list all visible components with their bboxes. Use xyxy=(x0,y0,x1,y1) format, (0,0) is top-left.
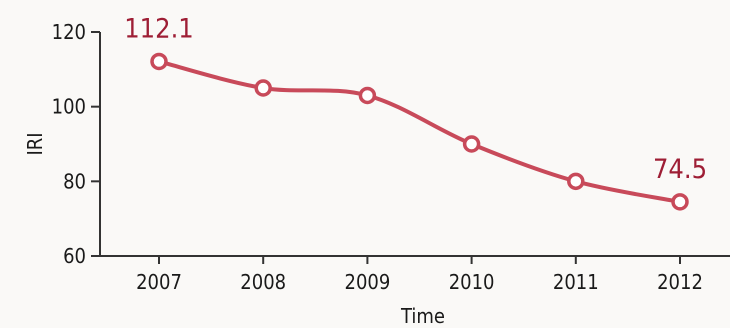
data-point xyxy=(150,52,168,71)
x-tick-label: 2007 xyxy=(136,270,182,294)
data-label: 112.1 xyxy=(124,13,194,44)
x-tick-label: 2011 xyxy=(553,270,599,294)
x-tick-label: 2009 xyxy=(345,270,391,294)
x-axis-title: Time xyxy=(400,304,445,328)
y-tick-label: 80 xyxy=(63,169,86,193)
data-labels: 112.1 74.5 xyxy=(124,13,707,184)
y-ticks: 60 80 100 120 xyxy=(52,20,100,268)
y-tick-label: 120 xyxy=(52,20,86,44)
data-point xyxy=(671,193,689,211)
data-point xyxy=(254,79,272,97)
y-axis-title: IRI xyxy=(23,132,47,155)
data-point xyxy=(567,172,585,191)
data-point xyxy=(462,135,481,153)
data-label: 74.5 xyxy=(653,154,707,185)
data-point xyxy=(358,86,377,105)
y-tick-label: 60 xyxy=(63,244,86,268)
x-tick-label: 2010 xyxy=(449,270,495,294)
x-tick-label: 2012 xyxy=(657,270,703,294)
x-tick-label: 2008 xyxy=(240,270,286,294)
x-ticks: 2007 2008 2009 2010 2011 2012 xyxy=(136,256,703,294)
y-tick-label: 100 xyxy=(52,95,86,119)
series-line xyxy=(157,59,682,204)
data-points xyxy=(150,52,689,211)
